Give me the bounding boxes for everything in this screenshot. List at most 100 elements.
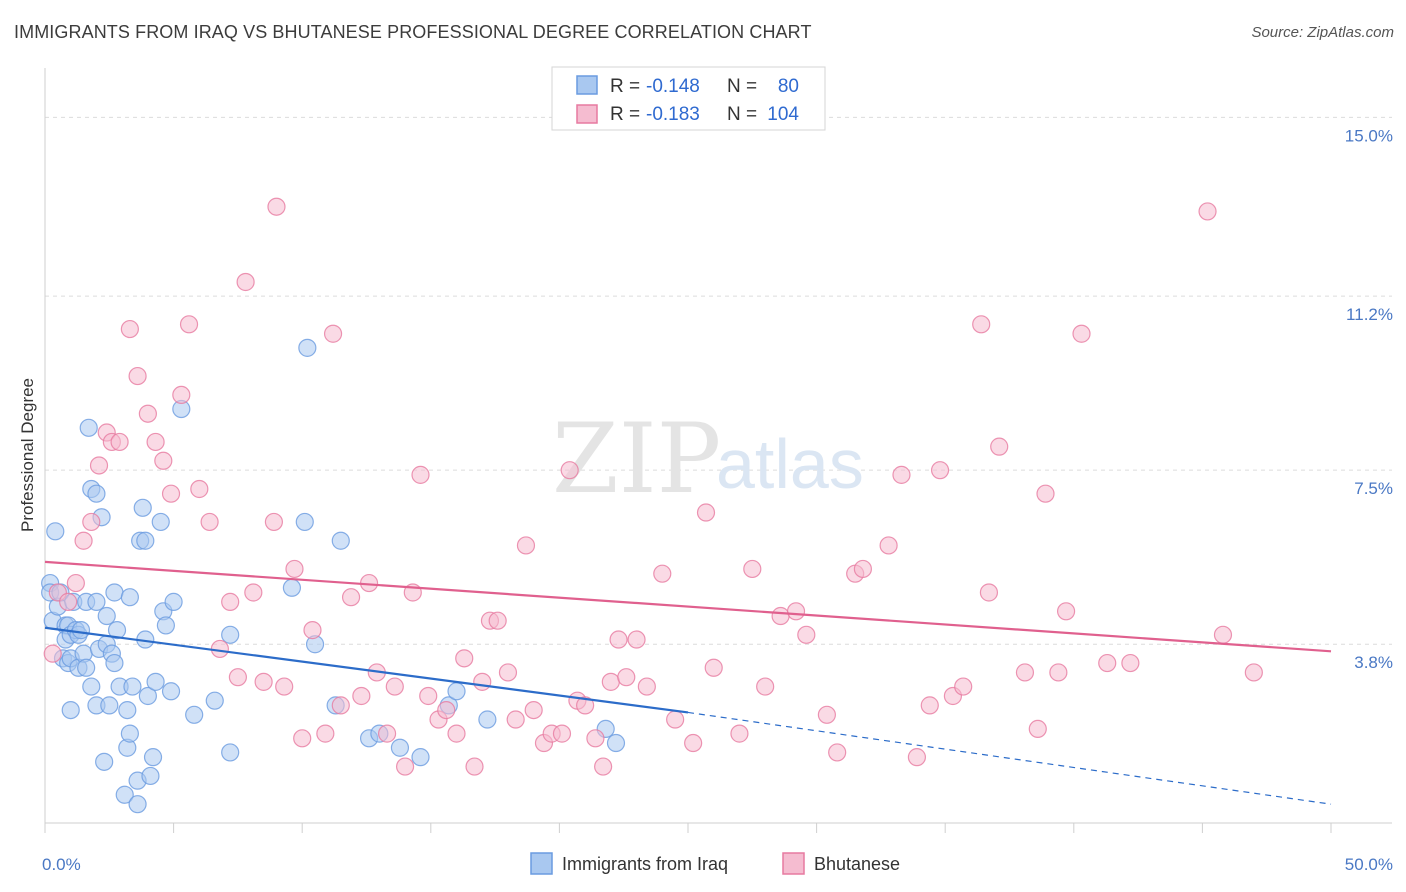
point-iraq bbox=[164, 592, 183, 611]
point-bhutanese bbox=[316, 724, 335, 743]
y-tick-label: 7.5% bbox=[1354, 479, 1393, 498]
point-iraq bbox=[146, 672, 165, 691]
point-bhutanese bbox=[696, 503, 716, 522]
point-bhutanese bbox=[200, 512, 219, 532]
point-bhutanese bbox=[236, 272, 255, 292]
point-bhutanese bbox=[524, 700, 543, 720]
point-bhutanese bbox=[146, 432, 165, 452]
point-bhutanese bbox=[377, 724, 397, 743]
point-bhutanese bbox=[447, 724, 466, 743]
point-bhutanese bbox=[954, 677, 973, 696]
data-points bbox=[41, 197, 1263, 814]
point-iraq bbox=[151, 512, 170, 532]
point-bhutanese bbox=[411, 465, 430, 484]
point-bhutanese bbox=[303, 621, 322, 640]
point-iraq bbox=[221, 625, 240, 644]
point-iraq bbox=[205, 691, 224, 710]
point-bhutanese bbox=[82, 512, 101, 532]
point-bhutanese bbox=[161, 484, 181, 503]
point-iraq bbox=[71, 621, 91, 640]
point-bhutanese bbox=[498, 663, 518, 682]
point-bhutanese bbox=[771, 606, 790, 626]
legend-r-value-bhutanese: -0.183 bbox=[646, 104, 700, 125]
point-bhutanese bbox=[828, 743, 847, 762]
point-iraq bbox=[105, 583, 124, 602]
legend-n-value-bhutanese: 104 bbox=[767, 104, 799, 125]
point-iraq bbox=[97, 606, 116, 626]
point-bhutanese bbox=[594, 757, 613, 776]
point-iraq bbox=[46, 522, 65, 541]
point-bhutanese bbox=[1244, 663, 1263, 682]
series-label-bhutanese: Bhutanese bbox=[814, 854, 900, 874]
point-bhutanese bbox=[684, 733, 703, 753]
series-label-iraq: Immigrants from Iraq bbox=[562, 854, 728, 874]
point-bhutanese bbox=[879, 536, 898, 555]
point-bhutanese bbox=[1028, 719, 1047, 739]
point-iraq bbox=[161, 682, 181, 701]
point-bhutanese bbox=[730, 724, 749, 743]
watermark-atlas: atlas bbox=[716, 425, 864, 503]
point-bhutanese bbox=[506, 710, 525, 729]
point-bhutanese bbox=[341, 588, 361, 607]
point-bhutanese bbox=[586, 729, 605, 748]
point-iraq bbox=[133, 498, 152, 517]
gridlines bbox=[45, 116, 1392, 645]
point-bhutanese bbox=[601, 672, 620, 691]
point-bhutanese bbox=[560, 461, 579, 480]
point-iraq bbox=[478, 710, 497, 729]
point-bhutanese bbox=[488, 611, 507, 630]
point-bhutanese bbox=[1213, 625, 1233, 644]
point-bhutanese bbox=[979, 583, 999, 602]
point-bhutanese bbox=[797, 625, 816, 644]
point-iraq bbox=[447, 682, 466, 701]
point-bhutanese bbox=[395, 757, 415, 776]
point-iraq bbox=[100, 696, 119, 715]
point-bhutanese bbox=[285, 559, 304, 579]
point-bhutanese bbox=[89, 456, 109, 475]
point-bhutanese bbox=[172, 385, 191, 404]
point-bhutanese bbox=[221, 592, 240, 611]
point-bhutanese bbox=[990, 437, 1009, 456]
trend-line-iraq bbox=[44, 626, 689, 714]
point-iraq bbox=[143, 748, 163, 767]
point-iraq bbox=[136, 531, 155, 550]
point-bhutanese bbox=[385, 677, 404, 696]
series-legend: Immigrants from Iraq Bhutanese bbox=[530, 852, 900, 875]
point-bhutanese bbox=[1121, 653, 1140, 673]
point-iraq bbox=[118, 700, 137, 720]
point-bhutanese bbox=[66, 573, 85, 593]
legend-n-label-iraq: N = bbox=[727, 76, 757, 97]
point-iraq bbox=[331, 531, 350, 550]
chart-title: IMMIGRANTS FROM IRAQ VS BHUTANESE PROFES… bbox=[14, 22, 812, 42]
point-bhutanese bbox=[653, 564, 672, 583]
point-bhutanese bbox=[552, 724, 572, 743]
point-bhutanese bbox=[331, 696, 350, 715]
point-iraq bbox=[79, 418, 98, 437]
point-bhutanese bbox=[704, 658, 723, 677]
point-bhutanese bbox=[264, 512, 284, 532]
point-bhutanese bbox=[907, 748, 927, 767]
point-bhutanese bbox=[244, 583, 263, 602]
source-label: Source: ZipAtlas.com bbox=[1251, 24, 1394, 41]
axes bbox=[44, 68, 1392, 833]
point-iraq bbox=[606, 733, 626, 753]
point-bhutanese bbox=[110, 432, 129, 452]
point-iraq bbox=[115, 785, 134, 804]
point-bhutanese bbox=[138, 404, 157, 423]
y-tick-labels: 3.8% 7.5% 11.2% 15.0% bbox=[1345, 126, 1393, 672]
point-bhutanese bbox=[1098, 653, 1117, 673]
point-bhutanese bbox=[1198, 202, 1217, 221]
watermark-zip: ZIP bbox=[552, 403, 721, 515]
point-iraq bbox=[120, 588, 139, 607]
point-bhutanese bbox=[817, 705, 836, 724]
point-bhutanese bbox=[254, 672, 273, 691]
point-iraq bbox=[138, 686, 157, 706]
y-tick-label: 11.2% bbox=[1346, 305, 1393, 324]
point-bhutanese bbox=[920, 696, 939, 715]
point-iraq bbox=[156, 616, 175, 635]
series-swatch-iraq bbox=[530, 852, 553, 875]
point-iraq bbox=[411, 748, 430, 767]
point-bhutanese bbox=[627, 630, 646, 649]
point-iraq bbox=[107, 621, 127, 640]
